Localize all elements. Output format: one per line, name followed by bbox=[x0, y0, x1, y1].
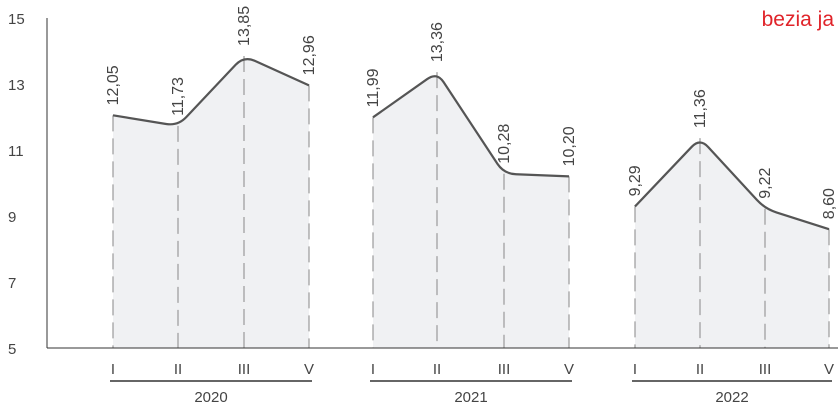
data-label: 8,60 bbox=[821, 188, 838, 219]
y-tick-label: 13 bbox=[8, 77, 25, 94]
y-tick-label: 7 bbox=[8, 275, 16, 292]
series-line bbox=[372, 75, 570, 178]
data-label: 9,29 bbox=[627, 165, 644, 196]
x-tick-label: V bbox=[304, 361, 314, 378]
y-tick-label: 9 bbox=[8, 209, 16, 226]
series-line bbox=[634, 141, 830, 231]
y-tick-label: 15 bbox=[8, 11, 25, 28]
group-label: 2020 bbox=[194, 389, 227, 406]
x-tick-label: V bbox=[564, 361, 574, 378]
data-label: 12,05 bbox=[105, 65, 122, 105]
data-label: 10,28 bbox=[496, 124, 513, 164]
data-label: 11,73 bbox=[170, 77, 187, 116]
x-tick-label: I bbox=[111, 361, 115, 378]
series-2020: 12,05 11,73 13,85 12,96 bbox=[105, 6, 318, 349]
series-2021: 11,99 13,36 10,28 10,20 bbox=[365, 22, 578, 348]
unit-label: bezia ja bbox=[761, 8, 834, 31]
x-tick-label: III bbox=[238, 361, 251, 378]
data-label: 10,20 bbox=[561, 126, 578, 166]
group-label: 2021 bbox=[454, 389, 487, 406]
series-layer: 12,05 11,73 13,85 12,96 11,99 13,36 10,28 10,20… bbox=[105, 6, 838, 349]
series-2022: 9,29 11,36 9,22 8,60 bbox=[627, 89, 838, 348]
x-tick-label: I bbox=[633, 361, 637, 378]
y-tick-label: 11 bbox=[8, 143, 24, 160]
data-label: 12,96 bbox=[301, 35, 318, 75]
y-tick-label: 5 bbox=[8, 341, 16, 358]
data-label: 11,99 bbox=[365, 68, 382, 107]
x-tick-label: II bbox=[433, 361, 441, 378]
data-label: 13,36 bbox=[429, 22, 446, 62]
area-fill bbox=[635, 142, 829, 348]
series-line bbox=[112, 58, 310, 126]
x-tick-label: II bbox=[174, 361, 182, 378]
area-fill bbox=[373, 76, 569, 348]
x-tick-label: I bbox=[371, 361, 375, 378]
data-label: 13,85 bbox=[236, 6, 253, 46]
x-tick-label: V bbox=[824, 361, 834, 378]
group-label: 2022 bbox=[715, 389, 748, 406]
data-label: 9,22 bbox=[757, 167, 774, 198]
x-tick-label: III bbox=[498, 361, 511, 378]
x-tick-label: III bbox=[759, 361, 772, 378]
x-tick-label: II bbox=[696, 361, 704, 378]
y-axis: 5 7 9 11 13 15 bbox=[8, 11, 48, 358]
area-fill bbox=[113, 59, 309, 349]
data-label: 11,36 bbox=[692, 89, 709, 128]
